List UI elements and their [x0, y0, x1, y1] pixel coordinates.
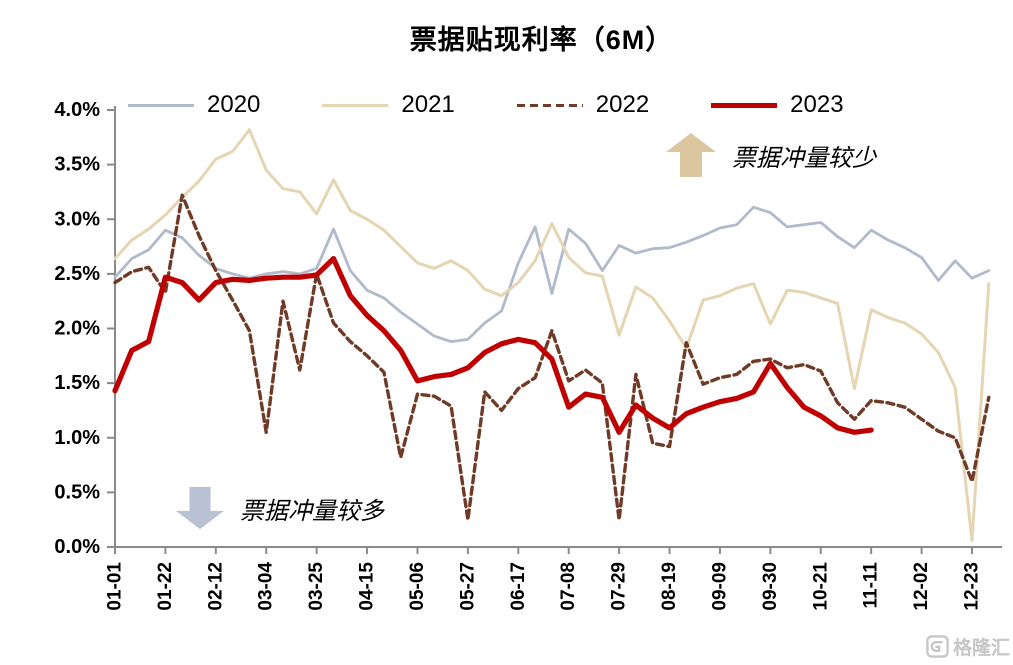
legend-swatch-2023 — [711, 102, 778, 108]
legend-label-2023: 2023 — [790, 91, 844, 118]
x-tick-label: 03-04 — [256, 562, 277, 611]
x-tick-label: 06-17 — [508, 562, 529, 611]
y-tick-label: 2.0% — [54, 318, 100, 340]
x-tick-label: 08-19 — [659, 562, 680, 611]
down-arrow-icon — [176, 486, 224, 530]
legend-item-2023: 2023 — [711, 91, 844, 118]
x-tick-label: 01-01 — [105, 562, 126, 611]
legend-item-2021: 2021 — [322, 91, 455, 118]
legend-label-2022: 2022 — [595, 91, 650, 118]
x-tick-label: 04-15 — [357, 562, 378, 611]
x-tick-label: 09-30 — [760, 562, 781, 611]
x-tick-label: 12-02 — [911, 562, 932, 611]
y-tick-label: 2.5% — [54, 263, 100, 285]
x-tick-label: 02-12 — [205, 562, 226, 611]
chart-title: 票据贴现利率（6M） — [409, 25, 674, 55]
chart-legend: 2020 2021 2022 2023 — [128, 90, 844, 120]
legend-label-2021: 2021 — [401, 91, 455, 118]
series-2022-line — [113, 193, 991, 522]
gelonghui-logo-icon — [926, 635, 949, 658]
y-tick-label: 3.0% — [54, 208, 100, 230]
x-tick-label: 07-08 — [558, 562, 579, 611]
annotation-up: 票据冲量较少 — [666, 133, 876, 177]
gelonghui-watermark: 格隆汇 — [926, 633, 1010, 660]
watermark-text: 格隆汇 — [952, 638, 1010, 659]
annotation-down-text: 票据冲量较多 — [240, 497, 384, 525]
annotation-up-text: 票据冲量较少 — [732, 144, 876, 172]
series-2023-line — [112, 256, 874, 435]
series-2021-line — [113, 128, 991, 542]
x-tick-label: 01-22 — [155, 562, 176, 611]
x-tick-label: 03-25 — [306, 562, 327, 611]
x-tick-label: 05-27 — [457, 562, 478, 611]
legend-label-2020: 2020 — [207, 91, 261, 118]
x-tick-label: 07-29 — [609, 562, 630, 611]
y-tick-label: 3.5% — [54, 154, 100, 176]
legend-item-2022: 2022 — [516, 91, 650, 118]
legend-swatch-2021 — [322, 103, 389, 107]
y-tick-label: 1.0% — [54, 427, 100, 449]
x-tick-label: 12-23 — [962, 562, 983, 611]
x-tick-label: 09-09 — [709, 562, 730, 611]
y-tick-label: 1.5% — [54, 372, 100, 394]
y-tick-label: 4.0% — [54, 99, 100, 121]
annotation-down: 票据冲量较多 — [176, 486, 384, 530]
y-tick-label: 0.0% — [54, 536, 100, 558]
x-tick-label: 11-11 — [861, 562, 882, 609]
up-arrow-icon — [666, 133, 716, 177]
series-2020-line — [113, 205, 991, 344]
x-tick-label: 05-06 — [407, 562, 428, 611]
x-tick-label: 10-21 — [810, 562, 831, 611]
y-tick-label: 0.5% — [54, 481, 100, 503]
legend-swatch-2020 — [128, 103, 194, 107]
legend-swatch-2022 — [516, 103, 583, 107]
legend-item-2020: 2020 — [128, 93, 260, 117]
